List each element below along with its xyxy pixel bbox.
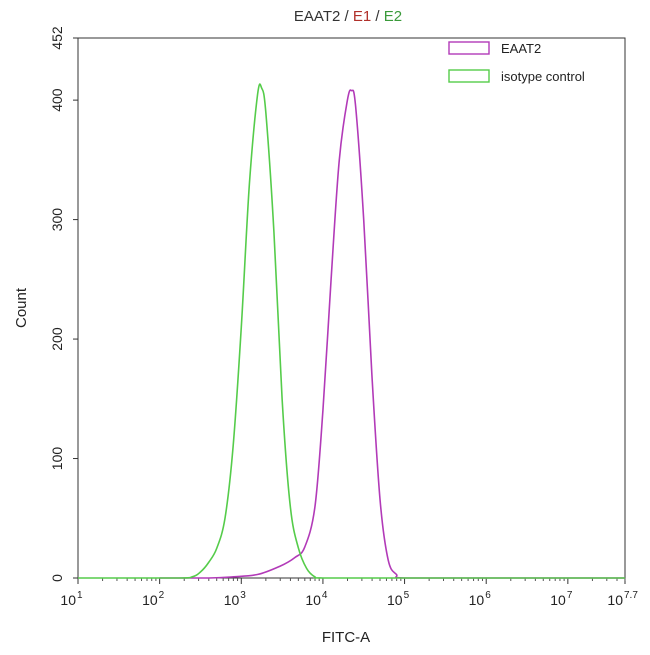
x-tick-label: 10 [387,592,403,608]
x-tick-exponent: 2 [159,590,165,601]
title-part-1: / [340,8,353,25]
y-tick-label: 400 [49,88,65,112]
x-tick-label: 10 [142,592,158,608]
y-tick-label: 200 [49,327,65,351]
x-tick-exponent: 1 [77,590,83,601]
legend-label: isotype control [501,69,585,84]
y-tick-label: 100 [49,447,65,471]
title-part-0: EAAT2 [294,8,340,25]
legend-swatch [448,41,490,55]
x-axis: 10 1 10 2 10 3 10 4 10 5 10 6 10 7 10 7.7 [60,578,638,608]
y-tick-label: 300 [49,208,65,232]
series-line-eaat2 [159,89,625,579]
x-tick-label: 10 [607,592,623,608]
x-tick-label: 10 [224,592,240,608]
legend-label: EAAT2 [501,41,541,56]
x-tick-label: 10 [60,592,76,608]
legend-swatch [448,69,490,83]
x-axis-label: FITC-A [322,629,370,646]
series-curves [78,83,625,579]
series-line-isotype-control [78,83,625,579]
x-tick-exponent: 7.7 [624,590,638,601]
legend: EAAT2 isotype control [448,41,585,84]
x-tick-exponent: 7 [567,590,573,601]
y-tick-label: 452 [49,26,65,50]
plot-frame [77,37,626,579]
y-axis: 0 100 200 300 400 452 [49,26,78,582]
x-tick-label: 10 [550,592,566,608]
y-axis-label: Count [13,287,30,328]
x-tick-label: 10 [469,592,485,608]
title-part-3: / [371,8,384,25]
x-tick-exponent: 6 [485,590,491,601]
title-part-2: E1 [353,8,371,25]
title-part-4: E2 [384,8,402,25]
y-tick-label: 0 [49,574,65,582]
x-tick-exponent: 4 [322,590,328,601]
x-tick-exponent: 5 [404,590,410,601]
chart-title: EAAT2 / E1 / E2 [294,8,402,25]
x-tick-label: 10 [305,592,321,608]
x-tick-exponent: 3 [240,590,246,601]
